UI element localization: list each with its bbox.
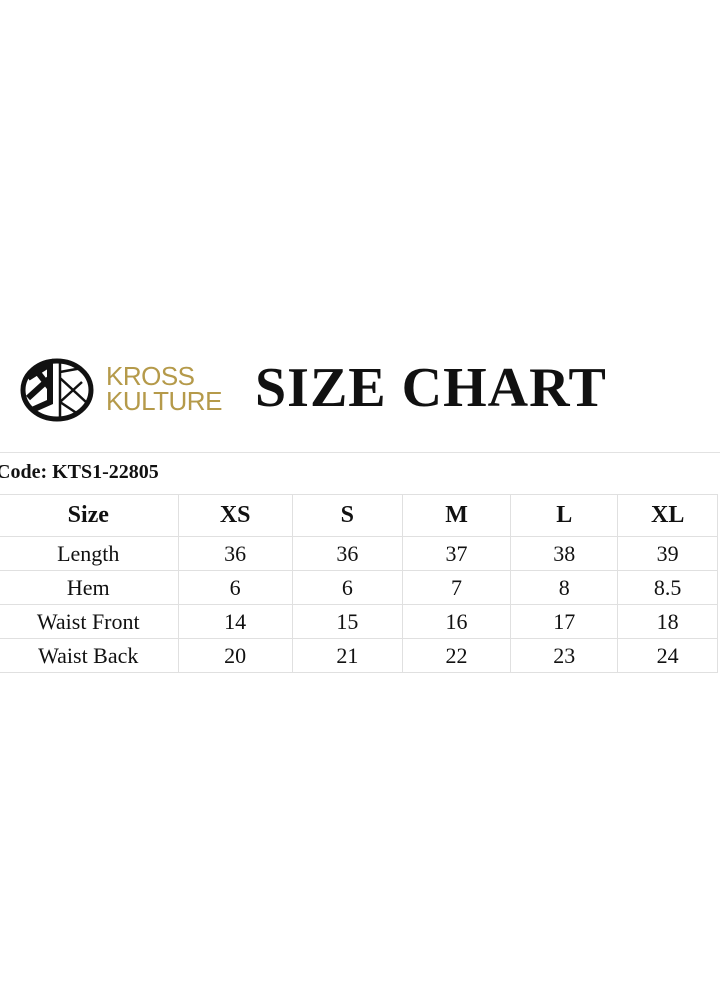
table-cell: 6 xyxy=(291,570,403,605)
table-cell: 37 xyxy=(401,536,512,571)
row-label: Waist Front xyxy=(0,604,179,639)
table-row: Waist Back 20 21 22 23 24 xyxy=(0,638,718,673)
table-cell: 20 xyxy=(177,638,293,673)
brand-line-2: KULTURE xyxy=(106,386,222,416)
size-table: Size XS S M L XL Length 36 36 37 38 39 H… xyxy=(0,494,718,673)
page-title: SIZE CHART xyxy=(255,357,607,419)
divider xyxy=(0,452,720,453)
table-cell: 15 xyxy=(291,604,403,639)
table-cell: 16 xyxy=(401,604,512,639)
kross-kulture-logo-icon xyxy=(20,358,94,422)
table-cell: 18 xyxy=(617,604,718,639)
table-cell: 22 xyxy=(401,638,512,673)
table-header-row: Size XS S M L XL xyxy=(0,494,718,537)
table-cell: 14 xyxy=(177,604,293,639)
brand-line-1: KROSS xyxy=(106,361,195,391)
table-cell: 23 xyxy=(510,638,619,673)
table-row: Waist Front 14 15 16 17 18 xyxy=(0,604,718,639)
table-cell: 8.5 xyxy=(617,570,718,605)
table-cell: 39 xyxy=(617,536,718,571)
header-cell: S xyxy=(291,494,403,537)
table-row: Length 36 36 37 38 39 xyxy=(0,536,718,571)
table-cell: 24 xyxy=(617,638,718,673)
table-cell: 21 xyxy=(291,638,403,673)
header-cell: Size xyxy=(0,494,179,537)
header-cell: XL xyxy=(617,494,718,537)
row-label: Waist Back xyxy=(0,638,179,673)
row-label: Hem xyxy=(0,570,179,605)
table-cell: 38 xyxy=(510,536,619,571)
header-cell: XS xyxy=(177,494,293,537)
table-cell: 36 xyxy=(291,536,403,571)
row-label: Length xyxy=(0,536,179,571)
table-cell: 7 xyxy=(401,570,512,605)
table-cell: 8 xyxy=(510,570,619,605)
product-code: Code: KTS1-22805 xyxy=(0,461,159,483)
table-cell: 17 xyxy=(510,604,619,639)
brand-wordmark: KROSS KULTURE xyxy=(106,361,222,416)
table-row: Hem 6 6 7 8 8.5 xyxy=(0,570,718,605)
table-cell: 6 xyxy=(177,570,293,605)
table-cell: 36 xyxy=(177,536,293,571)
header-cell: L xyxy=(510,494,619,537)
header-cell: M xyxy=(401,494,512,537)
